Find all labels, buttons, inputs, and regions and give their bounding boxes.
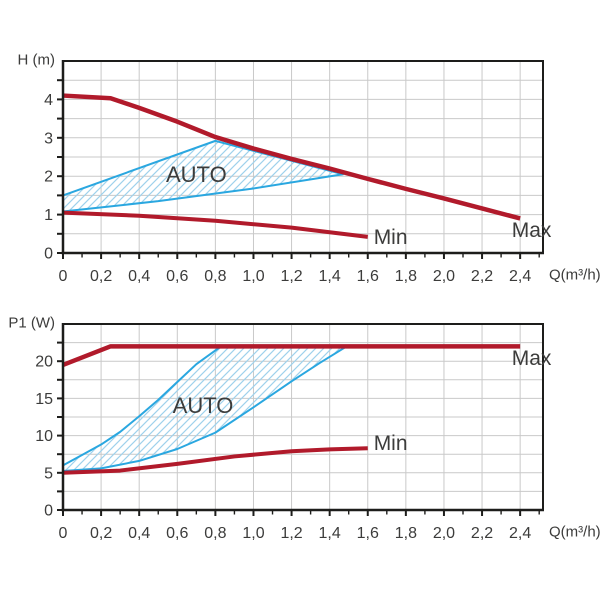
svg-text:2,0: 2,0	[433, 268, 455, 285]
svg-text:15: 15	[35, 391, 53, 408]
flow-axis-title: Q(m³/h)	[549, 266, 600, 284]
svg-text:1,4: 1,4	[319, 525, 341, 542]
svg-text:0: 0	[59, 268, 68, 285]
auto-region-label: AUTO	[165, 162, 227, 188]
svg-text:1,8: 1,8	[395, 525, 417, 542]
flow-axis-title: Q(m³/h)	[549, 523, 600, 541]
svg-text:2,2: 2,2	[471, 525, 493, 542]
svg-text:2,4: 2,4	[509, 525, 531, 542]
svg-text:0,6: 0,6	[166, 268, 188, 285]
svg-text:2,0: 2,0	[433, 525, 455, 542]
svg-text:10: 10	[35, 428, 53, 445]
svg-text:2,4: 2,4	[509, 268, 531, 285]
svg-text:3: 3	[44, 130, 53, 147]
svg-text:4: 4	[44, 92, 53, 109]
svg-text:0: 0	[59, 525, 68, 542]
svg-text:1,6: 1,6	[357, 268, 379, 285]
svg-text:2,2: 2,2	[471, 268, 493, 285]
svg-text:0,4: 0,4	[128, 525, 150, 542]
svg-text:20: 20	[35, 354, 53, 371]
svg-text:2: 2	[44, 169, 53, 186]
svg-text:0: 0	[44, 503, 53, 520]
head-axis-title: H (m)	[17, 51, 56, 69]
svg-text:1,0: 1,0	[242, 525, 264, 542]
svg-text:1,8: 1,8	[395, 268, 417, 285]
svg-text:1: 1	[44, 207, 53, 224]
svg-text:5: 5	[44, 465, 53, 482]
power-axis-title: P1 (W)	[8, 314, 55, 332]
svg-text:0,2: 0,2	[90, 525, 112, 542]
svg-text:0,6: 0,6	[166, 525, 188, 542]
svg-text:1,2: 1,2	[280, 525, 302, 542]
svg-text:0,4: 0,4	[128, 268, 150, 285]
svg-text:0,8: 0,8	[204, 268, 226, 285]
svg-text:1,2: 1,2	[280, 268, 302, 285]
svg-text:1,4: 1,4	[319, 268, 341, 285]
min-curve-label: Min	[373, 431, 408, 455]
auto-region-label: AUTO	[172, 392, 234, 418]
max-curve-label: Max	[511, 346, 552, 370]
svg-text:0,8: 0,8	[204, 525, 226, 542]
svg-text:0: 0	[44, 246, 53, 263]
svg-text:1,0: 1,0	[242, 268, 264, 285]
max-curve-label: Max	[511, 219, 552, 243]
svg-text:0,2: 0,2	[90, 268, 112, 285]
svg-text:1,6: 1,6	[357, 525, 379, 542]
min-curve-label: Min	[373, 225, 408, 249]
